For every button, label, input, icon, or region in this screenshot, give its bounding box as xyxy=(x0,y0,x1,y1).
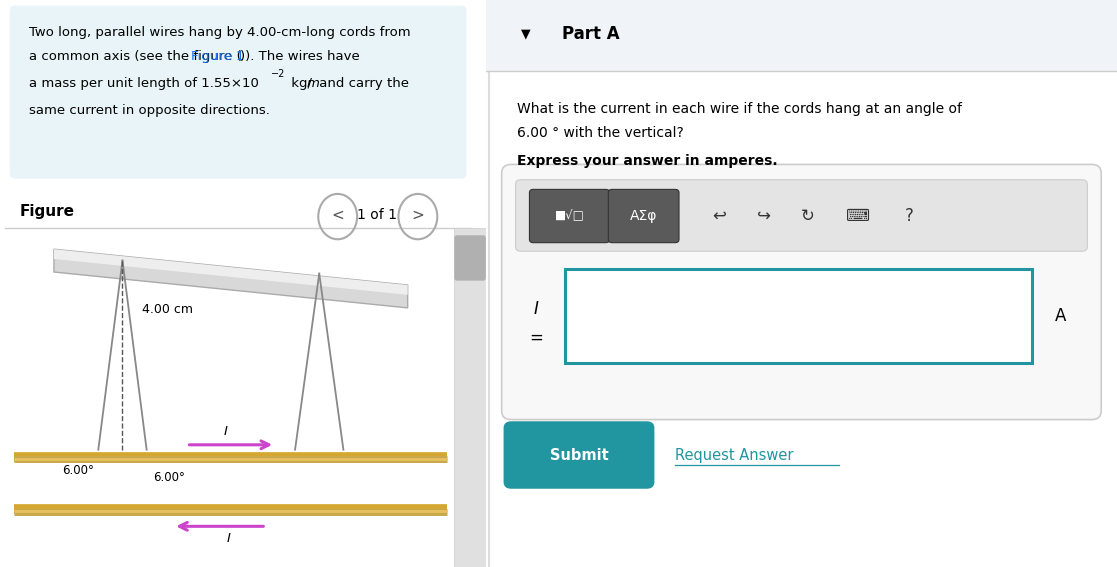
Text: 6.00 ° with the vertical?: 6.00 ° with the vertical? xyxy=(517,126,685,140)
Text: )). The wires have: )). The wires have xyxy=(240,50,360,63)
Text: and carry the: and carry the xyxy=(315,77,409,90)
Text: I: I xyxy=(223,425,228,438)
Text: m: m xyxy=(306,77,319,90)
Polygon shape xyxy=(54,249,408,308)
Text: ▼: ▼ xyxy=(521,28,531,40)
FancyBboxPatch shape xyxy=(565,269,1032,363)
Text: What is the current in each wire if the cords hang at an angle of: What is the current in each wire if the … xyxy=(517,102,963,116)
Text: same current in opposite directions.: same current in opposite directions. xyxy=(29,104,270,117)
FancyBboxPatch shape xyxy=(455,235,486,281)
FancyBboxPatch shape xyxy=(529,189,610,243)
Text: ↪: ↪ xyxy=(756,207,771,225)
Text: =: = xyxy=(529,328,543,346)
Text: <: < xyxy=(332,208,344,223)
Text: 1 of 1: 1 of 1 xyxy=(356,209,397,222)
Text: ↻: ↻ xyxy=(801,207,814,225)
Text: a common axis (see the figure (: a common axis (see the figure ( xyxy=(29,50,242,63)
Text: I: I xyxy=(227,532,231,545)
FancyBboxPatch shape xyxy=(10,6,467,179)
Text: Two long, parallel wires hang by 4.00-cm-long cords from: Two long, parallel wires hang by 4.00-cm… xyxy=(29,26,411,39)
Text: ⌨: ⌨ xyxy=(847,207,870,225)
FancyBboxPatch shape xyxy=(502,164,1101,420)
Text: 6.00°: 6.00° xyxy=(63,464,94,477)
Text: Express your answer in amperes.: Express your answer in amperes. xyxy=(517,154,779,168)
FancyBboxPatch shape xyxy=(516,180,1087,251)
Text: Submit: Submit xyxy=(550,448,609,463)
FancyBboxPatch shape xyxy=(504,421,655,489)
Text: 4.00 cm: 4.00 cm xyxy=(142,303,193,316)
Text: Part A: Part A xyxy=(562,25,619,43)
Text: a mass per unit length of 1.55×10: a mass per unit length of 1.55×10 xyxy=(29,77,259,90)
Text: I: I xyxy=(534,300,538,318)
Text: >: > xyxy=(411,208,424,223)
FancyBboxPatch shape xyxy=(486,0,1117,71)
FancyBboxPatch shape xyxy=(455,228,486,567)
Text: Figure 1: Figure 1 xyxy=(191,50,245,63)
Text: Request Answer: Request Answer xyxy=(675,448,794,463)
Text: ?: ? xyxy=(905,207,914,225)
Polygon shape xyxy=(54,249,408,295)
Text: ■√□: ■√□ xyxy=(555,210,584,222)
Text: ↩: ↩ xyxy=(713,207,726,225)
Text: A: A xyxy=(1054,307,1066,325)
Text: ΑΣφ: ΑΣφ xyxy=(630,209,658,223)
Text: Figure: Figure xyxy=(19,204,75,219)
Text: −2: −2 xyxy=(270,69,285,79)
FancyBboxPatch shape xyxy=(609,189,679,243)
Text: 6.00°: 6.00° xyxy=(153,471,185,484)
Text: kg/: kg/ xyxy=(287,77,312,90)
